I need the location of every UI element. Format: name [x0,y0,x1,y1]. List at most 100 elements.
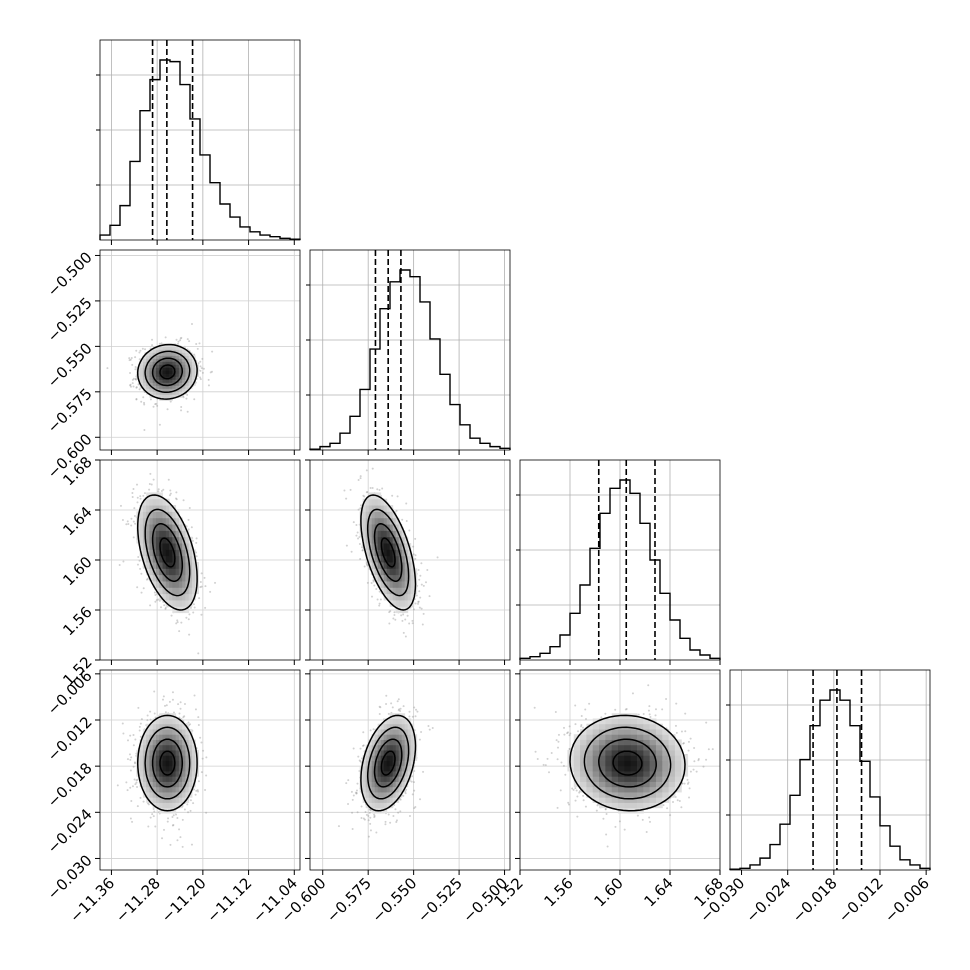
density-cell [175,382,180,386]
density-cell [159,505,164,512]
density-cell [142,744,147,751]
scatter-point [567,801,570,804]
density-cell [630,755,638,761]
scatter-point [384,823,387,826]
density-cell [383,549,388,557]
scatter-point [605,833,608,836]
density-cell [155,358,160,362]
density-cell [188,765,193,772]
scatter-point [140,572,143,575]
scatter-point [207,384,210,387]
density-cell [374,574,379,582]
density-cell [162,765,167,772]
scatter-point [151,344,154,347]
density-cell [188,786,193,793]
density-cell [175,587,180,595]
scatter-point [689,737,692,740]
scatter-point [372,728,375,731]
density-cell [392,781,397,788]
density-cell [386,734,391,740]
scatter-point [550,752,553,755]
panel-content [118,472,217,655]
scatter-point [684,712,687,715]
density-cell [188,770,193,777]
density-cell [172,749,177,756]
density-cell [175,781,180,788]
scatter-point [393,611,396,614]
density-cell [152,797,157,803]
scatter-point [661,708,664,711]
scatter-point [130,524,133,527]
density-cell [175,739,180,746]
density-cell [624,781,632,788]
scatter-point [128,359,131,362]
scatter-point [396,495,399,498]
density-cell [152,385,157,389]
density-cell [407,723,412,730]
density-cell [146,505,150,512]
scatter-point [347,779,350,782]
density-cell [149,388,154,392]
density-cell [395,606,400,614]
density-cell [162,718,167,725]
density-cell [146,536,150,544]
scatter-point [568,747,571,750]
density-cell [165,593,170,601]
scatter-point [395,819,398,822]
density-cell [389,734,394,740]
density-cell [377,511,382,519]
density-cell [643,786,651,793]
scatter-point [186,338,189,341]
density-cell [398,530,403,538]
scatter-point [161,837,164,840]
density-cell [139,770,144,777]
density-cell [185,739,190,746]
density-cell [165,568,170,576]
scatter-point [421,623,424,626]
density-cell [175,543,180,550]
density-cell [674,760,682,767]
scatter-point [393,614,396,617]
density-cell [165,580,170,588]
density-cell [178,543,183,550]
density-cell [374,517,379,525]
density-cell [165,791,170,798]
density-cell [155,367,160,371]
density-cell [605,770,613,777]
scatter-point [148,483,151,486]
scatter-point [130,357,133,360]
density-cell [175,580,180,588]
density-cell [383,574,388,582]
scatter-point [136,483,139,486]
density-cell [380,580,385,588]
density-cell [152,492,157,500]
scatter-point [146,714,149,717]
scatter-point [588,702,591,705]
density-cell [668,739,676,746]
density-cell [175,391,180,395]
density-cell [169,587,173,595]
density-cell [146,524,150,531]
scatter-point [189,799,192,802]
density-cell [165,543,170,550]
density-cell [165,734,170,740]
density-cell [139,749,144,756]
scatter-point [413,706,416,709]
density-cell [395,786,400,793]
scatter-point [138,725,141,728]
scatter-point [197,790,200,793]
scatter-point [165,704,168,707]
density-cell [662,749,670,756]
scatter-point [134,762,137,765]
density-cell [172,352,177,356]
density-cell [142,549,147,557]
scatter-point [372,579,375,582]
density-cell [398,543,403,550]
density-cell [643,797,651,803]
density-cell [165,530,170,538]
density-cell [139,524,144,531]
density-cell [362,791,367,798]
density-cell [380,797,385,803]
density-cell [185,367,190,371]
density-cell [580,744,587,751]
